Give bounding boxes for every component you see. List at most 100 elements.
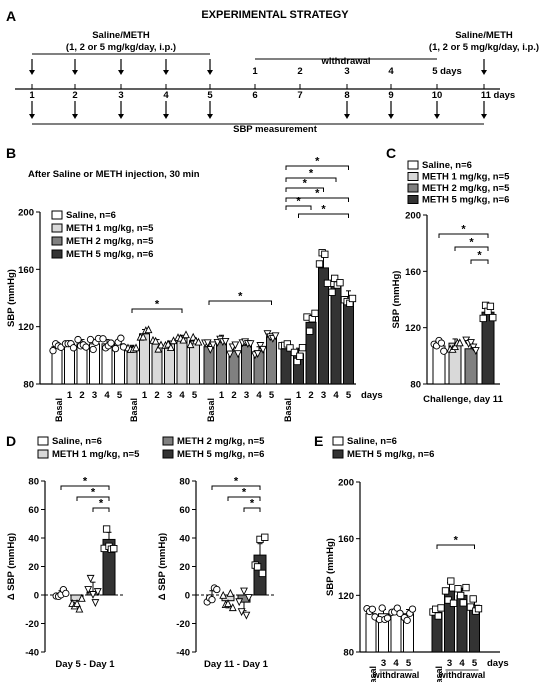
y-tick-label: 60 bbox=[179, 505, 190, 516]
data-point bbox=[91, 599, 100, 608]
x-tick-label: Basal bbox=[129, 398, 139, 422]
legend-label: METH 1 mg/kg, n=5 bbox=[52, 449, 140, 460]
data-point bbox=[93, 588, 102, 597]
x-tick-label: 5 bbox=[472, 658, 478, 669]
significance-bracket bbox=[227, 496, 261, 501]
x-tick-label: 2 bbox=[308, 390, 313, 401]
y-axis-label: SBP (mmHg) bbox=[6, 269, 17, 327]
x-tick-label: 1 bbox=[142, 390, 148, 401]
legend-label: METH 2 mg/kg, n=5 bbox=[177, 436, 265, 447]
arrow-head bbox=[72, 114, 78, 119]
data-point bbox=[259, 345, 267, 354]
arrow-head bbox=[434, 114, 440, 119]
data-point bbox=[469, 595, 477, 603]
data-point bbox=[154, 344, 163, 353]
x-tick-label: 1 bbox=[67, 390, 73, 401]
data-point bbox=[144, 325, 153, 334]
bar bbox=[481, 311, 495, 385]
panel-a-right-treatment-line2: (1, 2 or 5 mg/kg/day, i.p.) bbox=[429, 42, 539, 53]
y-axis-label: Δ SBP (mmHg) bbox=[157, 533, 168, 600]
bar bbox=[176, 337, 188, 385]
data-point bbox=[117, 334, 125, 342]
y-tick-label: 160 bbox=[18, 265, 34, 276]
data-point bbox=[74, 335, 82, 344]
legend-swatch bbox=[51, 223, 63, 233]
x-tick-label: Basal bbox=[54, 398, 64, 422]
legend-swatch bbox=[37, 449, 49, 459]
data-point bbox=[286, 344, 294, 352]
data-point bbox=[315, 260, 324, 268]
y-tick-label: 40 bbox=[28, 534, 39, 545]
arrow-head bbox=[72, 70, 78, 75]
data-point bbox=[246, 340, 255, 349]
data-point bbox=[221, 337, 230, 346]
data-point bbox=[89, 591, 97, 599]
data-point bbox=[441, 587, 450, 595]
legend-swatch bbox=[51, 236, 63, 246]
significance-star: * bbox=[321, 204, 326, 216]
x-tick-label: 5 bbox=[406, 658, 412, 669]
x-tick-label: 4 bbox=[333, 390, 339, 401]
significance-bracket bbox=[285, 187, 324, 192]
data-point bbox=[82, 343, 90, 351]
x-tick-label: 4 bbox=[104, 390, 110, 401]
withdrawal-day: 3 bbox=[344, 66, 349, 77]
arrow-head bbox=[481, 70, 487, 75]
data-point bbox=[403, 616, 411, 624]
y-tick-label: 120 bbox=[18, 322, 34, 333]
legend-label: METH 5 mg/kg, n=6 bbox=[347, 449, 434, 460]
withdrawal-day: 5 days bbox=[432, 66, 462, 77]
data-point bbox=[447, 577, 455, 585]
y-tick-label: -40 bbox=[176, 648, 190, 659]
data-point bbox=[457, 591, 465, 600]
withdrawal-label: withdrawal bbox=[372, 670, 420, 680]
x-tick-label: 5 bbox=[192, 390, 198, 401]
data-point bbox=[49, 346, 57, 355]
panel-d-legend: Saline, n=6 METH 1 mg/kg, n=5 METH 2 mg/kg… bbox=[37, 436, 265, 460]
data-point bbox=[209, 341, 217, 350]
y-tick-label: 80 bbox=[179, 477, 190, 488]
x-suffix: days bbox=[361, 390, 383, 401]
data-point bbox=[157, 340, 165, 349]
significance-bracket bbox=[285, 197, 349, 202]
panel-a-sbp-label: SBP measurement bbox=[233, 124, 318, 135]
bar bbox=[390, 610, 402, 653]
data-point bbox=[440, 347, 448, 355]
timeline-day: 5 bbox=[207, 90, 213, 101]
timeline-day: 11 days bbox=[481, 90, 515, 101]
arrow-head bbox=[118, 70, 124, 75]
significance-star: * bbox=[315, 188, 320, 200]
data-point bbox=[194, 337, 203, 346]
legend-label: Saline, n=6 bbox=[66, 210, 116, 221]
legend-label: METH 1 mg/kg, n=5 bbox=[66, 223, 154, 234]
y-tick-label: -20 bbox=[176, 619, 190, 630]
y-tick-label: -40 bbox=[25, 648, 39, 659]
legend-label: METH 2 mg/kg, n=5 bbox=[422, 183, 510, 194]
significance-star: * bbox=[83, 476, 88, 488]
panel-a-injection-arrows bbox=[29, 59, 487, 119]
x-tick-label: 3 bbox=[244, 390, 249, 401]
significance-bracket bbox=[298, 213, 349, 218]
y-tick-label: 20 bbox=[28, 562, 39, 573]
data-point bbox=[179, 335, 188, 344]
data-point bbox=[348, 294, 357, 303]
y-tick-label: 0 bbox=[185, 591, 190, 602]
data-point bbox=[75, 604, 84, 613]
data-point bbox=[321, 250, 329, 258]
timeline-day: 8 bbox=[344, 90, 349, 101]
y-tick-label: 80 bbox=[343, 648, 354, 659]
legend-swatch bbox=[332, 436, 344, 446]
legend-label: Saline, n=6 bbox=[347, 436, 397, 447]
y-tick-label: 120 bbox=[405, 323, 421, 334]
y-tick-label: 0 bbox=[34, 591, 39, 602]
data-point bbox=[102, 525, 111, 533]
y-axis-label: SBP (mmHg) bbox=[325, 538, 336, 596]
x-tick-label: Basal bbox=[206, 398, 216, 422]
data-point bbox=[408, 605, 417, 613]
data-point bbox=[226, 588, 235, 597]
legend-swatch bbox=[407, 195, 419, 204]
data-point bbox=[77, 593, 86, 602]
significance-star: * bbox=[242, 487, 247, 499]
